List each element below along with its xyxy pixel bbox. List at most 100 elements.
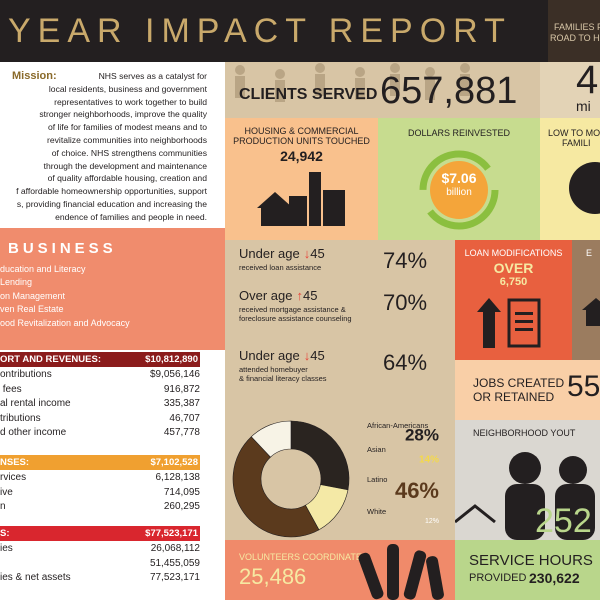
mission-panel: Mission: NHS serves as a catalyst for loca…: [0, 62, 225, 228]
mission-line: revitalize communities into neighborhood…: [46, 135, 207, 145]
loan-value: 6,750: [499, 276, 528, 288]
buildings-icon: [257, 172, 345, 226]
segment-name: Asian: [367, 445, 386, 454]
age-note: attended homebuyer: [239, 365, 308, 374]
clients-value: 657,881: [380, 70, 518, 112]
row-label: n: [0, 501, 6, 513]
row-value: 714,095: [163, 486, 200, 498]
business-item: ducation and Literacy: [0, 264, 86, 274]
icon: [569, 162, 600, 214]
mission-heading: Mission:: [12, 70, 57, 82]
mission-line: stronger neighborhoods, improve the qual…: [39, 109, 207, 120]
mission-line: of choice. NHS strengthens communities: [51, 147, 207, 158]
age-prefix: Under age: [239, 246, 300, 261]
dollars-panel: DOLLARS REINVESTED $7.06 billion: [378, 118, 540, 240]
loan-label: LOAN MODIFICATIONS: [464, 248, 563, 258]
section-total: $7,102,528: [150, 457, 198, 468]
section-total: $10,812,890: [145, 354, 198, 365]
age-arrow: ↑: [296, 288, 303, 303]
section-header: S: $77,523,171: [0, 526, 200, 541]
dollars-label: DOLLARS REINVESTED: [407, 128, 511, 138]
section-label: S:: [0, 528, 10, 539]
clients-panel: CLIENTS SERVED 657,881: [225, 62, 540, 118]
row-value: 6,128,138: [155, 472, 201, 483]
row-label: ies & net assets: [0, 572, 71, 584]
side-label: E: [586, 248, 593, 258]
mission-line: NHS serves as a catalyst for: [98, 71, 207, 81]
financials: ORT AND REVENUES: $10,812,890 ontributions…: [0, 350, 225, 600]
segment-name: White: [367, 507, 386, 516]
row-label: ive: [0, 486, 13, 498]
age-note: received mortgage assistance &: [239, 305, 346, 314]
segment-label: 46%: [395, 478, 439, 503]
age-age: 45: [310, 246, 325, 261]
age-percent: 70%: [383, 290, 428, 315]
recycle-icon: [419, 150, 499, 230]
volunteers-label: VOLUNTEERS COORDINATED: [239, 552, 369, 562]
youth-icon: [455, 452, 595, 540]
age-prefix: Under age: [239, 348, 300, 363]
age-heading: Under age ↓45: [239, 348, 325, 363]
volunteers-value: 25,486: [239, 564, 307, 589]
volunteers-panel: VOLUNTEERS COORDINATED 25,486: [225, 540, 455, 600]
people-icons: [235, 63, 470, 102]
mission-line: through the development and maintenance: [43, 160, 207, 171]
business-item: Lending: [0, 277, 33, 288]
dollars-unit: billion: [446, 187, 472, 198]
dollars-value: $7.06: [441, 170, 477, 186]
segment-label: 12%: [425, 518, 439, 525]
low-mod-panel: LOW TO MO FAMILI: [540, 118, 600, 240]
section-header: ORT AND REVENUES: $10,812,890: [0, 352, 200, 367]
loan-over: OVER: [493, 260, 534, 276]
age-arrow: ↓: [303, 348, 311, 363]
row-label: d other income: [0, 427, 67, 439]
age-age: 45: [302, 288, 318, 303]
icon: [582, 298, 600, 326]
mission-line: f affordable homeownership opportunities…: [16, 186, 207, 197]
ages-panel: Under age ↓45 received loan assistance 74% O…: [225, 240, 455, 420]
mission-line: endence of families and people in need.: [55, 211, 207, 222]
age-age: 45: [310, 348, 325, 363]
age-heading: Under age ↓45: [239, 246, 325, 261]
side-stat: 4 mi: [540, 62, 600, 118]
age-percent: 74%: [383, 248, 428, 273]
section-label: NSES:: [0, 457, 30, 468]
age-percent: 64%: [383, 350, 428, 375]
row-value: 46,707: [169, 412, 200, 424]
mission-line: local residents, business and government: [48, 83, 207, 94]
business-item: ven Real Estate: [0, 304, 64, 315]
age-heading: Over age ↑45: [239, 288, 317, 303]
donut-segment: [232, 436, 320, 538]
age-note: received loan assistance: [239, 263, 322, 272]
hands-icon: [358, 544, 444, 600]
row-label: ies: [0, 543, 13, 554]
segment-label: 28%: [405, 425, 439, 444]
segment-name: Latino: [367, 475, 387, 484]
business-heading: BUSINESS: [8, 240, 117, 257]
jobs-value: 55: [567, 370, 600, 403]
loan-icon: [477, 298, 541, 348]
age-note: foreclosure assistance counseling: [239, 314, 352, 323]
mission-line: s, providing financial education and inc…: [16, 199, 207, 209]
business-item: on Management: [0, 290, 66, 301]
row-value: 260,295: [163, 501, 200, 513]
section-total: $77,523,171: [145, 528, 198, 539]
service-panel: SERVICE HOURS PROVIDED 230,622: [455, 540, 600, 600]
row-value: 335,387: [163, 398, 200, 410]
youth-label: NEIGHBORHOOD YOUT: [473, 428, 576, 438]
jobs-label: OR RETAINED: [473, 390, 555, 404]
low-mod-label: FAMILI: [562, 138, 591, 148]
mission-line: of life for families of modest means and…: [47, 122, 207, 133]
jobs-label: JOBS CREATED: [473, 376, 565, 390]
demographics-panel: African-Americans 28% Asian 14% Latino 46% Whi…: [225, 420, 455, 540]
youth-value: 252: [535, 502, 592, 540]
section-header: NSES: $7,102,528: [0, 455, 200, 470]
side-header: FAMILIES P ROAD TO HO: [548, 0, 600, 62]
row-value: 457,778: [163, 427, 200, 439]
donut-segment: [250, 420, 292, 458]
low-mod-label: LOW TO MO: [548, 128, 600, 138]
row-label: al rental income: [0, 398, 71, 410]
row-label: rvices: [0, 472, 27, 483]
